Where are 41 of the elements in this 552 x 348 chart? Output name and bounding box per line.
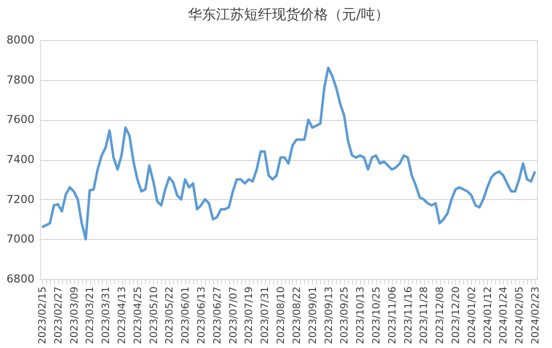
y-tick-label: 8000 (6, 34, 34, 46)
y-tick-label: 7600 (6, 113, 34, 126)
x-tick-label: 2024/01/24 (498, 286, 510, 344)
x-tick-label: 2023/04/25 (132, 286, 144, 344)
x-tick-label: 2023/03/09 (69, 286, 80, 344)
x-tick-label: 2023/07/31 (260, 286, 272, 344)
chart-title: 华东江苏短纤现货价格（元/吨） (188, 7, 389, 23)
y-tick-label: 7800 (6, 73, 34, 86)
x-tick-label: 2023/07/19 (244, 286, 256, 344)
x-tick-label: 2023/07/07 (228, 286, 240, 344)
x-tick-label: 2023/06/27 (212, 286, 224, 344)
x-tick-label: 2024/02/23 (530, 286, 542, 344)
x-tick-label: 2023/05/22 (164, 286, 176, 344)
x-tick-label: 2023/09/13 (324, 286, 335, 344)
x-tick-label: 2023/12/20 (450, 286, 462, 344)
line-series (40, 66, 536, 240)
y-tick-label: 7200 (6, 192, 34, 206)
x-tick-label: 2024/01/02 (466, 286, 478, 344)
x-tick-label: 2023/02/27 (53, 286, 64, 344)
x-tick-label: 2023/09/25 (340, 286, 351, 344)
x-tick-label: 2023/02/15 (37, 286, 48, 344)
x-tick-label: 2023/08/10 (276, 286, 288, 344)
y-tick-label: 7000 (6, 232, 34, 246)
x-tick-label: 2023/10/13 (356, 286, 367, 344)
x-tick-label: 2023/11/16 (403, 286, 414, 344)
x-tick-label: 2023/11/28 (419, 286, 430, 344)
y-tick-label: 7400 (6, 153, 34, 166)
x-tick-label: 2023/04/13 (117, 286, 128, 344)
x-tick-label: 2023/09/01 (308, 286, 319, 344)
x-tick-label: 2023/11/06 (387, 286, 398, 344)
y-tick-label: 6800 (6, 272, 34, 286)
x-tick-label: 2023/06/13 (196, 286, 208, 344)
x-tick-label: 2023/05/10 (148, 286, 160, 344)
x-tick-label: 2023/03/31 (101, 286, 112, 344)
x-tick-label: 2024/02/05 (514, 286, 526, 344)
x-tick-label: 2023/06/01 (180, 286, 192, 344)
x-tick-label: 2023/10/25 (371, 286, 382, 344)
x-tick-label: 2023/12/08 (435, 286, 446, 344)
x-tick-label: 2023/08/22 (292, 286, 303, 344)
x-tick-label: 2023/03/21 (85, 286, 96, 344)
x-tick-label: 2024/01/12 (482, 286, 494, 344)
